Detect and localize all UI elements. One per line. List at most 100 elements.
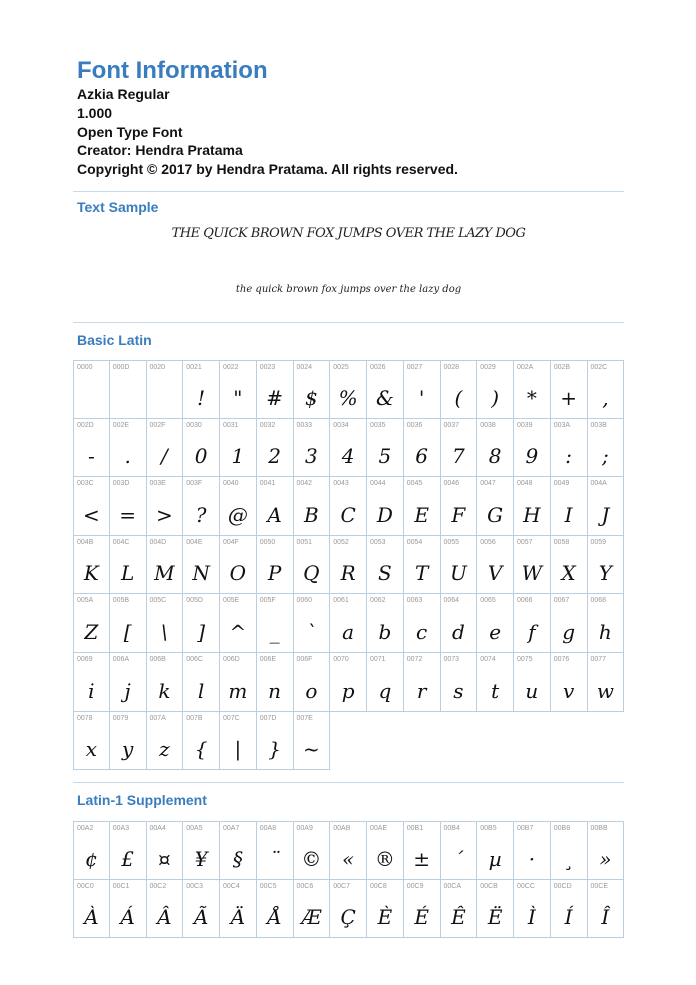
glyph-cell: 003F?	[183, 477, 220, 536]
glyph-code: 0071	[370, 655, 386, 663]
glyph: 5	[378, 444, 392, 469]
glyph-code: 0074	[480, 655, 496, 663]
glyph-cell: 00A5 ¥	[183, 821, 220, 880]
glyph-cell: 007C |	[220, 711, 257, 771]
glyph-code: 00CD	[553, 882, 572, 890]
glyph: Í	[564, 905, 573, 930]
glyph-cell: 00CA Ê	[440, 879, 478, 939]
glyph-code: 0034	[333, 421, 349, 429]
glyph: @	[227, 502, 248, 527]
glyph: 0	[194, 444, 208, 469]
glyph-code: 0060	[296, 597, 313, 605]
glyph-code: 00CC	[517, 882, 535, 890]
glyph: (	[454, 385, 463, 410]
font-creator: Creator: Hendra Pratama	[77, 142, 243, 158]
glyph-cell: 002D -	[73, 418, 110, 478]
glyph-code: 0031	[223, 421, 239, 429]
glyph: V	[487, 561, 503, 586]
glyph: X	[561, 561, 576, 586]
glyph-code: 00A5	[186, 825, 203, 832]
glyph-code: 00A4	[149, 825, 166, 832]
glyph: n	[268, 678, 282, 703]
glyph-cell: 0058 X	[550, 535, 588, 595]
glyph: £	[121, 846, 134, 871]
glyph: c	[416, 619, 428, 644]
glyph-code: 00C8	[370, 882, 387, 890]
glyph-code: 002C	[590, 364, 608, 371]
glyph-code: 0042	[296, 480, 313, 488]
glyph-cell: 005A Z	[73, 594, 110, 653]
glyph-cell: 0079 y	[109, 711, 147, 771]
glyph: v	[562, 678, 575, 703]
glyph-code: 0068	[590, 597, 607, 605]
glyph-code: 004C	[112, 538, 130, 546]
glyph-cell: 007B {	[183, 711, 220, 771]
glyph: N	[192, 561, 210, 586]
glyph-cell: 0055 U	[440, 535, 478, 595]
glyph-cell: 0056 V	[477, 535, 514, 595]
glyph-cell: 0074 t	[477, 652, 514, 712]
glyph: -	[87, 444, 95, 469]
glyph-cell: 0054 T	[403, 535, 441, 595]
glyph-cell: 0042 B	[293, 477, 331, 536]
glyph-cell: 006B k	[146, 652, 184, 712]
glyph-code: 005B	[112, 597, 130, 605]
glyph-cell: 0047 G	[477, 477, 514, 536]
glyph-code: 0048	[517, 480, 533, 488]
glyph-code: 0061	[333, 597, 349, 605]
glyph-cell: 002B +	[550, 360, 588, 419]
glyph-cell: 00B1 ±	[403, 821, 441, 880]
glyph: x	[85, 737, 98, 762]
glyph: Ê	[451, 905, 466, 930]
glyph-code: 0056	[480, 538, 496, 546]
glyph-cell: 0064 d	[440, 594, 478, 653]
glyph-cell: 00CB Ë	[477, 879, 514, 939]
glyph-code: 004F	[223, 538, 239, 546]
glyph-code: 002A	[517, 364, 534, 371]
glyph-cell: 00AB «	[330, 821, 367, 880]
glyph: Q	[303, 561, 320, 586]
glyph: k	[158, 678, 171, 703]
glyph: ¨	[269, 846, 280, 871]
glyph: e	[489, 619, 502, 644]
glyph: §	[232, 846, 243, 871]
glyph-cell: 0069 i	[73, 652, 110, 712]
glyph-cell: 0028 (	[440, 360, 478, 419]
glyph: ´	[453, 846, 464, 871]
glyph-cell: 0034 4	[330, 418, 367, 478]
glyph: /	[161, 444, 168, 469]
glyph-cell: 0068 h	[587, 594, 625, 653]
glyph: #	[266, 385, 283, 410]
glyph: W	[521, 561, 543, 586]
glyph-cell: 00C3 Ã	[183, 879, 220, 939]
glyph-cell: 0070 p	[330, 652, 367, 712]
glyph: w	[596, 678, 614, 703]
glyph-code: 0067	[553, 597, 570, 605]
glyph: µ	[488, 846, 502, 871]
glyph-code: 00A8	[259, 825, 277, 832]
glyph: _	[269, 619, 280, 644]
glyph-code: 0076	[553, 655, 570, 663]
glyph: ¢	[85, 846, 98, 871]
glyph-code: 003B	[590, 421, 607, 429]
glyph: J	[601, 502, 610, 527]
glyph-code: 0046	[443, 480, 460, 488]
glyph-cell: 00C9 É	[403, 879, 441, 939]
glyph-cell: 006A j	[109, 652, 147, 712]
glyph-code: 00C0	[77, 882, 94, 890]
glyph: 9	[525, 444, 539, 469]
glyph-code: 00B5	[480, 825, 497, 832]
glyph-cell: 0035 5	[367, 418, 404, 478]
glyph: I	[564, 502, 573, 527]
glyph-code: 00C3	[186, 882, 203, 890]
glyph-code: 0069	[77, 655, 93, 663]
latin1-grid: 00A2 ¢ 00A3 £00A4 ¤ 00A5 ¥00A7 § 00A8 ¨ 00A9 © 00AB «…	[73, 821, 625, 939]
glyph-cell: 0026 &	[367, 360, 404, 419]
glyph-cell: 0030 0	[183, 418, 220, 478]
glyph-code: 00B1	[406, 825, 424, 832]
glyph-cell: 006C l	[183, 652, 220, 712]
glyph-code: 0025	[333, 364, 349, 371]
glyph: $	[305, 385, 318, 410]
glyph-code: 003F	[186, 480, 203, 488]
glyph-code: 00BB	[590, 825, 608, 832]
